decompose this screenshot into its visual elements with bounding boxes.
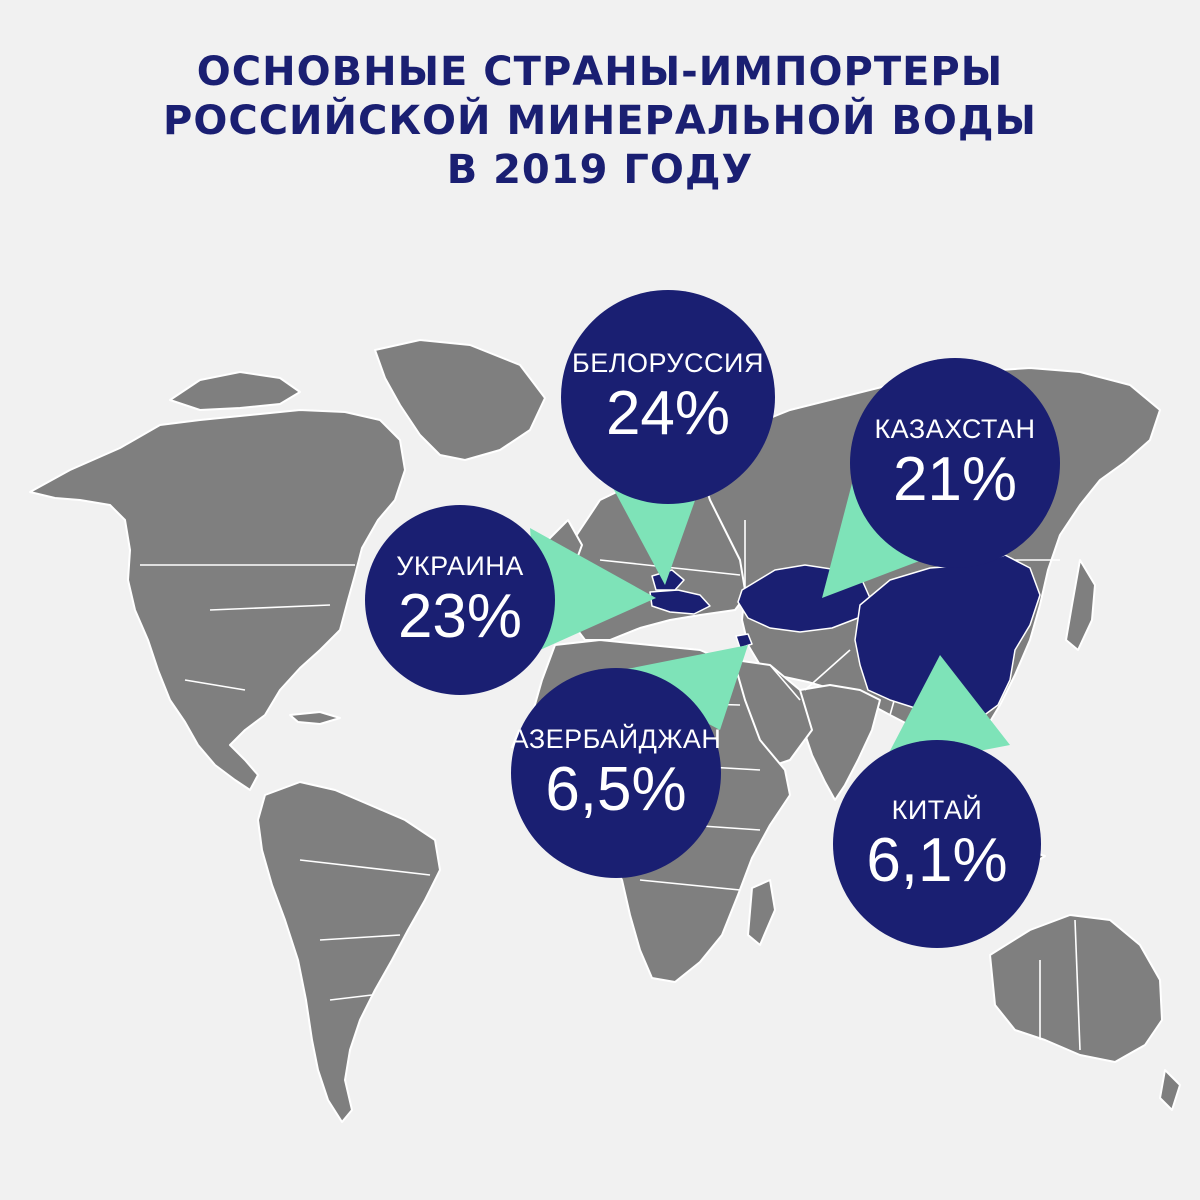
country-bubble-azerbaijan: АЗЕРБАЙДЖАН 6,5% [511,668,721,878]
country-name: КАЗАХСТАН [874,414,1036,444]
title-line-3: В 2019 ГОДУ [446,147,754,193]
australia-landmass [989,914,1163,1063]
caribbean [289,711,341,725]
madagascar [747,879,776,946]
title-line-2: РОССИЙСКОЙ МИНЕРАЛЬНОЙ ВОДЫ [163,98,1037,144]
pointer-kazakhstan [822,468,922,598]
new-zealand [1159,1069,1181,1111]
country-share: 24% [605,379,731,448]
country-share: 6,1% [866,826,1008,895]
country-bubble-china: КИТАЙ 6,1% [833,740,1041,948]
south-america-landmass [257,781,441,1123]
greenland [374,339,546,461]
title-line-1: ОСНОВНЫЕ СТРАНЫ-ИМПОРТЕРЫ [196,49,1004,95]
arctic-islands [169,371,301,411]
country-share: 21% [892,445,1018,514]
country-name: АЗЕРБАЙДЖАН [510,724,722,754]
india [799,684,881,801]
country-bubble-kazakhstan: КАЗАХСТАН 21% [850,358,1060,568]
country-name: БЕЛОРУССИЯ [572,348,764,378]
country-name: КИТАЙ [891,795,983,825]
country-share: 6,5% [545,755,687,824]
japan [1065,559,1096,651]
page-title: ОСНОВНЫЕ СТРАНЫ-ИМПОРТЕРЫ РОССИЙСКОЙ МИН… [0,48,1200,195]
pointer-belarus [613,478,703,585]
country-bubble-belarus: БЕЛОРУССИЯ 24% [561,290,775,504]
highlight-azerbaijan [735,633,753,649]
highlight-ukraine [649,589,711,615]
pointer-ukraine [530,528,656,650]
country-share: 23% [397,582,523,651]
pointer-china [880,655,1010,770]
country-name: УКРАИНА [396,551,524,581]
pointer-azerbaijan [612,645,748,730]
country-bubble-ukraine: УКРАИНА 23% [365,505,555,695]
north-america-landmass [29,409,406,791]
